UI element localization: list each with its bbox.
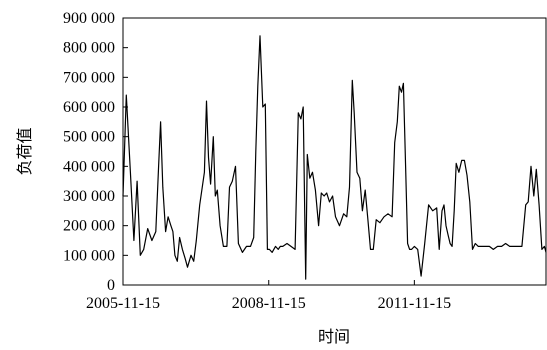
y-tick-label: 600 000 [63,99,115,116]
x-axis-ticks: 2005-11-15 2008-11-15 2011-11-15 [86,280,451,312]
y-tick-label: 200 000 [63,218,115,235]
y-tick-label: 500 000 [63,129,115,146]
y-tick-label: 700 000 [63,69,115,86]
x-tick-label: 2005-11-15 [86,295,160,312]
y-tick-label: 900 000 [63,10,115,27]
y-tick-label: 800 000 [63,40,115,57]
series-line [122,35,547,280]
x-tick-label: 2008-11-15 [232,295,306,312]
y-tick-label: 300 000 [63,188,115,205]
x-tick-label: 2011-11-15 [378,295,451,312]
y-axis-label: 负荷值 [15,127,34,175]
x-axis-label: 时间 [318,327,350,346]
plot-area-frame [122,17,547,286]
y-tick-label: 0 [107,277,115,294]
y-tick-label: 100 000 [63,247,115,264]
y-axis-ticks: 0 100 000 200 000 300 000 400 000 500 000 600 … [63,10,128,294]
y-tick-label: 400 000 [63,158,115,175]
